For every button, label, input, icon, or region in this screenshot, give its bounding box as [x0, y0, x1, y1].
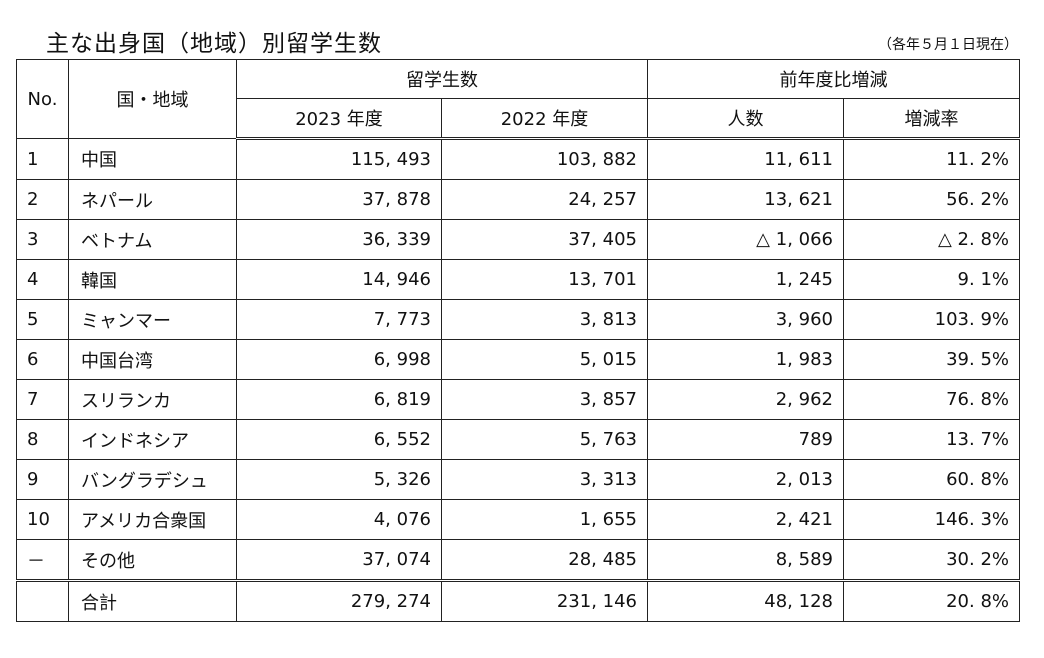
row-2023: 6, 552 — [236, 419, 442, 460]
row-2023: 6, 998 — [236, 339, 442, 380]
row-2022: 3, 813 — [441, 299, 648, 340]
row-no: 5 — [16, 299, 69, 340]
table-row: 8 インドネシア 6, 552 5, 763 789 13. 7% — [16, 419, 1020, 460]
row-country: スリランカ — [68, 379, 237, 420]
row-2022: 1, 655 — [441, 499, 648, 540]
row-rate: 60. 8% — [843, 459, 1020, 500]
row-diff: 13, 621 — [647, 179, 844, 220]
row-no: 10 — [16, 499, 69, 540]
row-rate: 9. 1% — [843, 259, 1020, 300]
row-2022: 5, 763 — [441, 419, 648, 460]
row-no: 8 — [16, 419, 69, 460]
row-country: ミャンマー — [68, 299, 237, 340]
table-row: 7 スリランカ 6, 819 3, 857 2, 962 76. 8% — [16, 379, 1020, 420]
row-country: バングラデシュ — [68, 459, 237, 500]
row-2022: 24, 257 — [441, 179, 648, 220]
row-no: 1 — [16, 138, 69, 180]
total-row: 合計 279, 274 231, 146 48, 128 20. 8% — [16, 579, 1020, 622]
row-2022: 103, 882 — [441, 138, 648, 180]
row-country: その他 — [68, 539, 237, 581]
table-row: 6 中国台湾 6, 998 5, 015 1, 983 39. 5% — [16, 339, 1020, 380]
table-row: 5 ミャンマー 7, 773 3, 813 3, 960 103. 9% — [16, 299, 1020, 340]
row-diff: 1, 245 — [647, 259, 844, 300]
row-2023: 36, 339 — [236, 219, 442, 260]
total-rate: 20. 8% — [843, 579, 1020, 622]
table-row: 3 ベトナム 36, 339 37, 405 △ 1, 066 △ 2. 8% — [16, 219, 1020, 260]
row-no: 7 — [16, 379, 69, 420]
row-country: ネパール — [68, 179, 237, 220]
row-2022: 37, 405 — [441, 219, 648, 260]
total-no — [16, 579, 69, 622]
table-row: 4 韓国 14, 946 13, 701 1, 245 9. 1% — [16, 259, 1020, 300]
table-row: － その他 37, 074 28, 485 8, 589 30. 2% — [16, 539, 1020, 581]
row-rate: 39. 5% — [843, 339, 1020, 380]
row-no: 3 — [16, 219, 69, 260]
table-row: 2 ネパール 37, 878 24, 257 13, 621 56. 2% — [16, 179, 1020, 220]
row-country: 中国台湾 — [68, 339, 237, 380]
table-row: 10 アメリカ合衆国 4, 076 1, 655 2, 421 146. 3% — [16, 499, 1020, 540]
header-students: 留学生数 — [236, 59, 648, 99]
row-country: アメリカ合衆国 — [68, 499, 237, 540]
table-row: 9 バングラデシュ 5, 326 3, 313 2, 013 60. 8% — [16, 459, 1020, 500]
header-year-2022: 2022 年度 — [441, 98, 648, 140]
row-no: 9 — [16, 459, 69, 500]
row-2023: 14, 946 — [236, 259, 442, 300]
row-rate: △ 2. 8% — [843, 219, 1020, 260]
row-2022: 13, 701 — [441, 259, 648, 300]
row-country: ベトナム — [68, 219, 237, 260]
row-rate: 56. 2% — [843, 179, 1020, 220]
row-2022: 3, 857 — [441, 379, 648, 420]
row-diff: 3, 960 — [647, 299, 844, 340]
row-2022: 3, 313 — [441, 459, 648, 500]
students-table: No. 国・地域 留学生数 前年度比増減 2023 年度 2022 年度 人数 … — [16, 59, 1020, 622]
row-2022: 5, 015 — [441, 339, 648, 380]
table-row: 1 中国 115, 493 103, 882 11, 611 11. 2% — [16, 138, 1020, 180]
total-2022: 231, 146 — [441, 579, 648, 622]
total-label: 合計 — [68, 579, 237, 622]
row-2023: 115, 493 — [236, 138, 442, 180]
header-no: No. — [16, 59, 69, 139]
row-diff: 11, 611 — [647, 138, 844, 180]
row-no: 2 — [16, 179, 69, 220]
row-country: 中国 — [68, 138, 237, 180]
row-rate: 11. 2% — [843, 138, 1020, 180]
row-diff: 8, 589 — [647, 539, 844, 581]
header-change: 前年度比増減 — [647, 59, 1020, 99]
header-country: 国・地域 — [68, 59, 237, 139]
total-2023: 279, 274 — [236, 579, 442, 622]
row-rate: 30. 2% — [843, 539, 1020, 581]
header-year-2023: 2023 年度 — [236, 98, 442, 140]
header-row-top: No. 国・地域 留学生数 前年度比増減 — [16, 59, 1020, 139]
header-row-bottom: 2023 年度 2022 年度 人数 増減率 — [17, 98, 1020, 140]
row-diff: 2, 962 — [647, 379, 844, 420]
row-2023: 7, 773 — [236, 299, 442, 340]
row-2023: 37, 878 — [236, 179, 442, 220]
row-no: － — [16, 539, 69, 581]
row-no: 6 — [16, 339, 69, 380]
row-diff: △ 1, 066 — [647, 219, 844, 260]
row-country: インドネシア — [68, 419, 237, 460]
row-diff: 1, 983 — [647, 339, 844, 380]
row-2023: 4, 076 — [236, 499, 442, 540]
header-change-people: 人数 — [647, 98, 844, 140]
row-rate: 13. 7% — [843, 419, 1020, 460]
row-diff: 789 — [647, 419, 844, 460]
header-change-rate: 増減率 — [843, 98, 1020, 140]
row-rate: 76. 8% — [843, 379, 1020, 420]
row-2022: 28, 485 — [441, 539, 648, 581]
row-2023: 37, 074 — [236, 539, 442, 581]
page-title: 主な出身国（地域）別留学生数 — [46, 31, 382, 57]
row-country: 韓国 — [68, 259, 237, 300]
row-no: 4 — [16, 259, 69, 300]
row-rate: 103. 9% — [843, 299, 1020, 340]
row-diff: 2, 013 — [647, 459, 844, 500]
row-diff: 2, 421 — [647, 499, 844, 540]
total-diff: 48, 128 — [647, 579, 844, 622]
row-rate: 146. 3% — [843, 499, 1020, 540]
row-2023: 6, 819 — [236, 379, 442, 420]
row-2023: 5, 326 — [236, 459, 442, 500]
date-note: （各年５月１日現在） — [878, 37, 1018, 53]
